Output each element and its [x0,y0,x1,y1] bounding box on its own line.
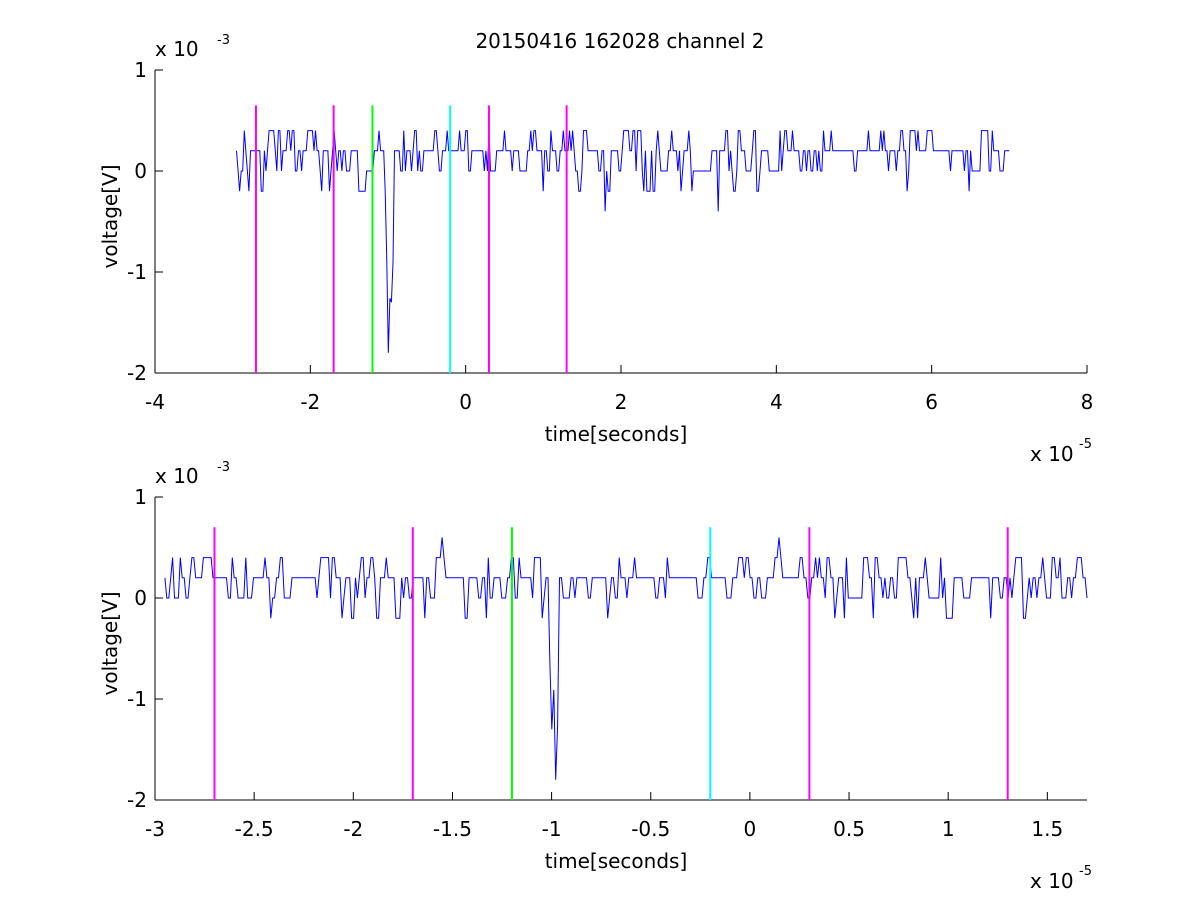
x-tick-label: 1.5 [1031,817,1063,841]
y-tick-label: 1 [134,58,147,82]
x-tick-label: -1.5 [433,817,472,841]
x-tick-label: -4 [145,390,165,414]
x-tick-label: -1 [542,817,562,841]
y-exponent-label: x 10 [155,464,199,488]
x-tick-label: 0 [459,390,472,414]
x-tick-label: -2 [300,390,320,414]
x-exponent-label: x 10 [1030,442,1074,466]
y-tick-label: 1 [134,485,147,509]
x-tick-label: 6 [925,390,938,414]
x-tick-label: 4 [770,390,783,414]
y-tick-label: -2 [127,361,147,385]
x-exponent: -5 [1079,864,1092,879]
x-tick-label: 1 [942,817,955,841]
y-tick-label: 0 [134,586,147,610]
y-tick-label: -2 [127,788,147,812]
x-tick-label: 2 [615,390,628,414]
bottom-plot: -2 -1 0 1 -3 -2.5 -2 -1.5 -1 -0.5 0 0.5 1 1.5 time[sec… [98,460,1092,893]
y-tick-label: -1 [127,687,147,711]
x-tick-label: -2 [343,817,363,841]
y-exponent: -3 [217,33,230,48]
y-tick-label: -1 [127,260,147,284]
x-exponent-label: x 10 [1030,869,1074,893]
x-tick-label: -2.5 [235,817,274,841]
y-exponent: -3 [217,460,230,475]
x-tick-label: -3 [145,817,165,841]
x-axis-label: time[seconds] [545,849,688,873]
x-tick-label: 0 [744,817,757,841]
top-plot: -2 -1 0 1 -4 -2 0 2 4 6 8 time[seconds] voltage[V] x … [98,33,1093,466]
figure-title: 20150416 162028 channel 2 [475,29,764,53]
y-tick-label: 0 [134,159,147,183]
x-tick-label: 8 [1081,390,1094,414]
y-axis-label: voltage[V] [98,164,122,268]
x-axis-label: time[seconds] [545,422,688,446]
y-axis-label: voltage[V] [98,591,122,695]
signal-trace [164,537,1088,780]
signal-trace [236,130,1010,353]
y-exponent-label: x 10 [155,37,199,61]
x-tick-label: 0.5 [833,817,865,841]
x-tick-label: -0.5 [631,817,670,841]
x-exponent: -5 [1079,437,1092,452]
